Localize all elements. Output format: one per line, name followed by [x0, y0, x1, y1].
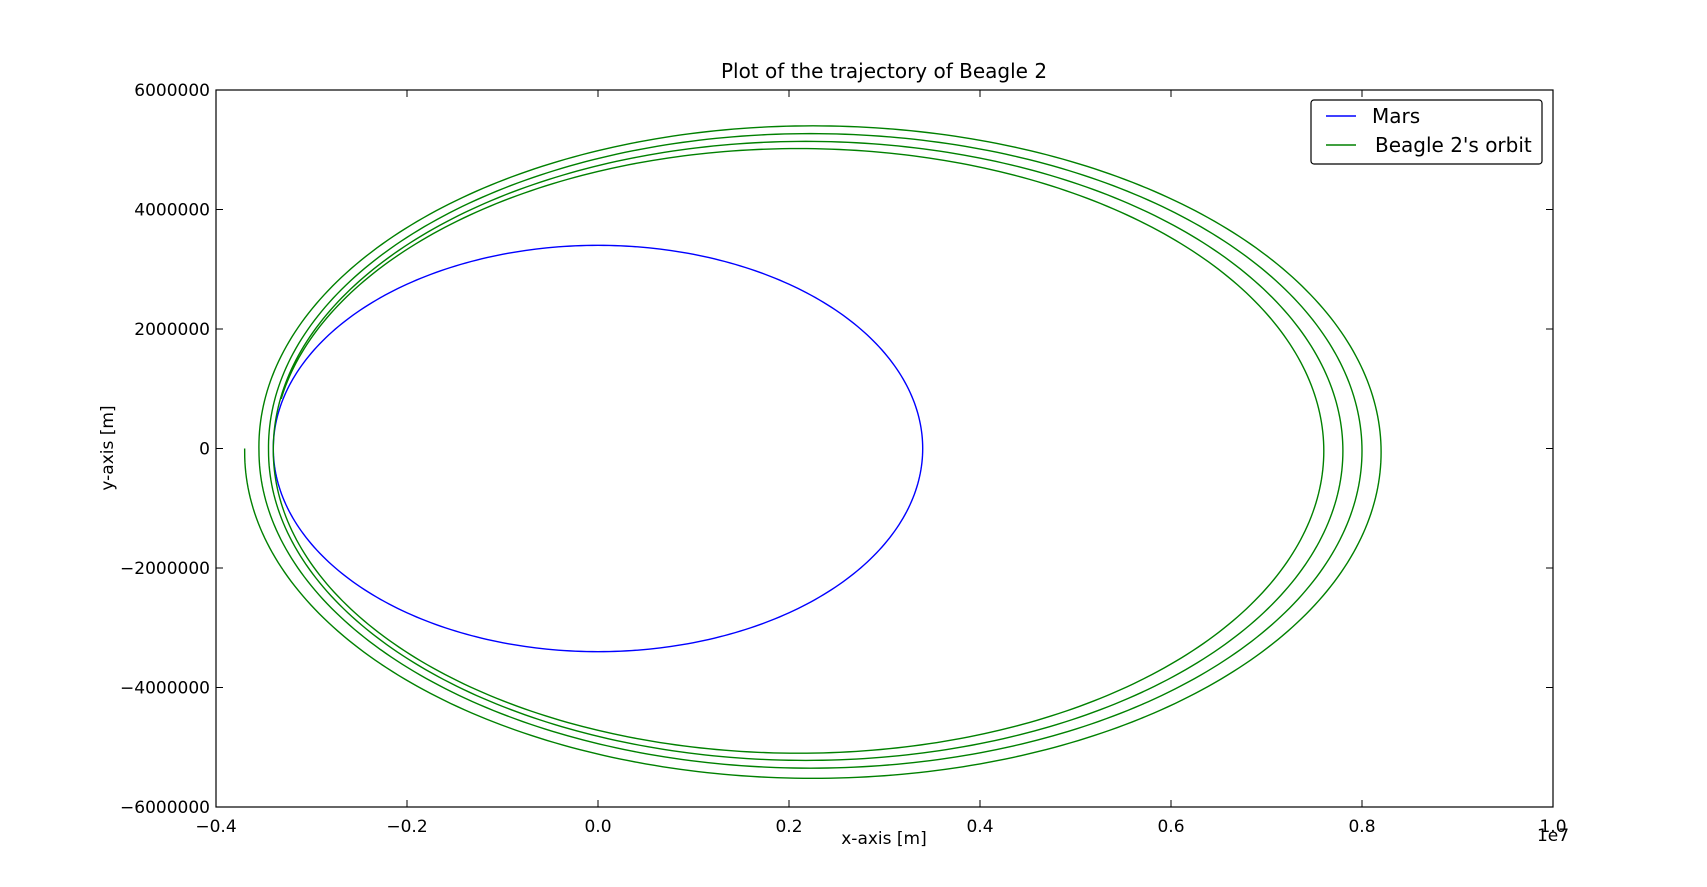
x-tick-label: 1.0 [1539, 817, 1566, 837]
y-axis-ticks: 6000000 4000000 2000000 0 −2000000 −4000000 −6… [120, 81, 1553, 818]
x-axis-ticks: −0.4 −0.2 0.0 0.2 0.4 0.6 0.8 1.0 [195, 90, 1567, 837]
y-tick-label: −4000000 [120, 679, 210, 699]
legend-label-beagle-orbit: Beagle 2's orbit [1375, 133, 1532, 157]
legend-label-mars: Mars [1372, 104, 1420, 128]
y-tick-label: 2000000 [134, 320, 210, 340]
legend: Mars Beagle 2's orbit [1310, 99, 1543, 165]
x-tick-label: 0.6 [1157, 817, 1184, 837]
axes-background [216, 90, 1553, 807]
y-tick-label: −2000000 [120, 559, 210, 579]
y-tick-label: 0 [199, 440, 210, 460]
x-tick-label: 0.8 [1348, 817, 1375, 837]
series-layer [243, 125, 1382, 780]
x-tick-label: −0.4 [195, 817, 236, 837]
x-tick-label: 0.2 [775, 817, 802, 837]
x-tick-label: −0.2 [386, 817, 427, 837]
x-axis-offset-label: 1e7 [1537, 826, 1569, 846]
legend-box [1310, 99, 1543, 165]
plot-area [215, 89, 1554, 808]
x-tick-label: 0.0 [584, 817, 611, 837]
y-tick-label: −6000000 [120, 798, 210, 818]
chart-title: Plot of the trajectory of Beagle 2 [721, 59, 1047, 83]
x-axis-label: x-axis [m] [841, 829, 926, 849]
x-tick-label: 0.4 [966, 817, 993, 837]
y-tick-label: 4000000 [134, 201, 210, 221]
y-axis-label: y-axis [m] [98, 405, 118, 490]
y-tick-label: 6000000 [134, 81, 210, 101]
series-beagle-orbit-line [243, 125, 1382, 780]
